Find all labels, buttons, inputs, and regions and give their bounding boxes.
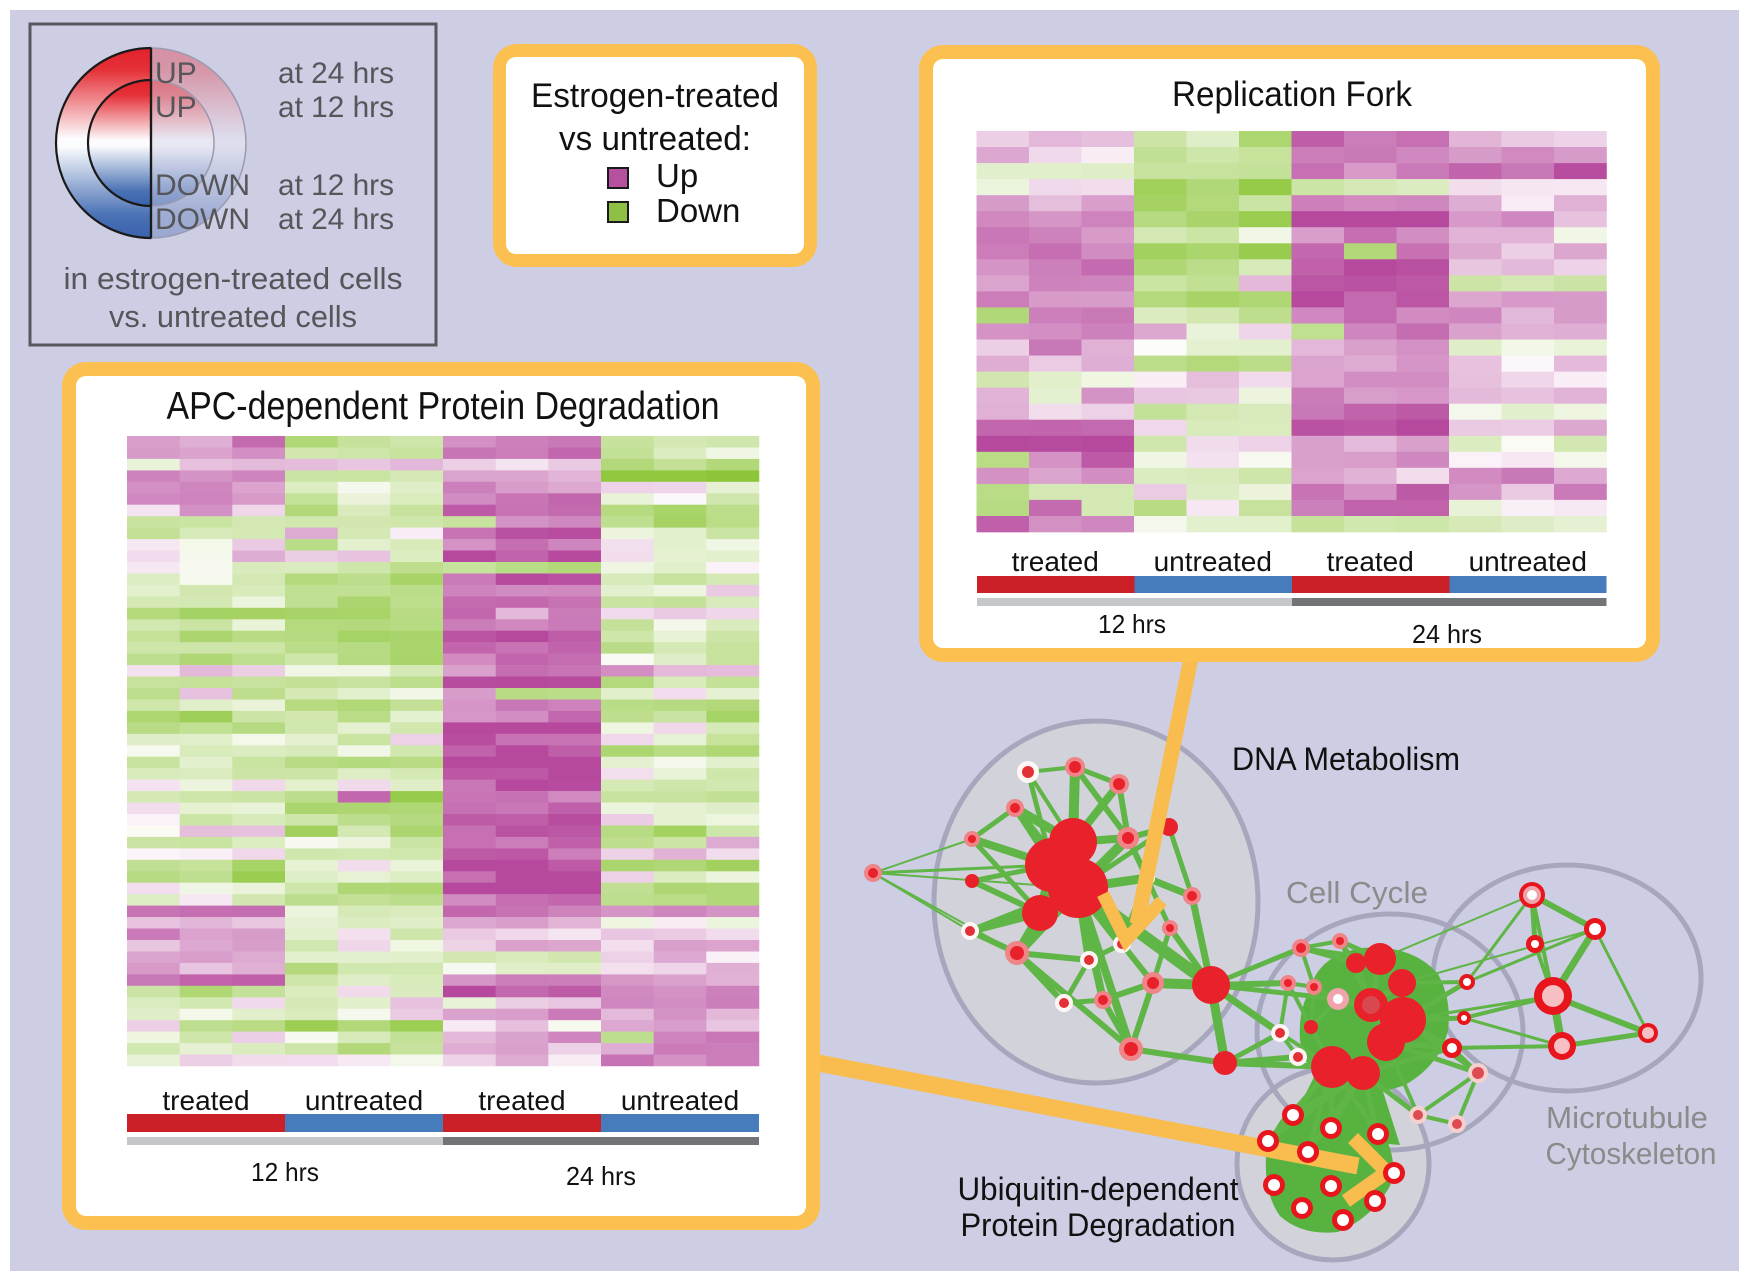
svg-text:DNA Metabolism: DNA Metabolism [1232, 741, 1460, 777]
svg-text:treated: treated [478, 1085, 565, 1116]
svg-text:UP: UP [155, 91, 197, 124]
svg-text:Microtubule: Microtubule [1546, 1100, 1708, 1135]
svg-text:24 hrs: 24 hrs [1412, 619, 1482, 649]
svg-text:APC-dependent Protein Degradat: APC-dependent Protein Degradation [167, 385, 720, 428]
svg-text:in estrogen-treated cells: in estrogen-treated cells [64, 261, 403, 296]
svg-text:untreated: untreated [1154, 546, 1272, 577]
svg-text:UP: UP [155, 57, 197, 90]
svg-text:at 12 hrs: at 12 hrs [278, 91, 394, 124]
svg-text:vs untreated:: vs untreated: [559, 120, 751, 158]
svg-text:Up: Up [656, 157, 698, 194]
svg-text:at 12 hrs: at 12 hrs [278, 169, 394, 202]
svg-text:DOWN: DOWN [155, 169, 250, 202]
svg-text:Cytoskeleton: Cytoskeleton [1546, 1136, 1717, 1171]
svg-text:24 hrs: 24 hrs [566, 1161, 636, 1191]
svg-text:treated: treated [162, 1085, 249, 1116]
svg-text:Down: Down [656, 192, 740, 229]
svg-text:treated: treated [1327, 546, 1414, 577]
svg-text:Replication Fork: Replication Fork [1172, 75, 1412, 114]
svg-text:Estrogen-treated: Estrogen-treated [531, 77, 779, 115]
svg-text:untreated: untreated [1469, 546, 1587, 577]
svg-text:at 24 hrs: at 24 hrs [278, 203, 394, 236]
svg-text:DOWN: DOWN [155, 203, 250, 236]
svg-text:Protein Degradation: Protein Degradation [961, 1207, 1236, 1243]
svg-text:at 24 hrs: at 24 hrs [278, 57, 394, 90]
svg-text:12 hrs: 12 hrs [251, 1157, 319, 1187]
svg-text:treated: treated [1012, 546, 1099, 577]
svg-text:Cell Cycle: Cell Cycle [1286, 875, 1428, 910]
svg-text:untreated: untreated [305, 1085, 423, 1116]
svg-text:untreated: untreated [621, 1085, 739, 1116]
svg-text:vs. untreated cells: vs. untreated cells [109, 299, 357, 334]
svg-text:12 hrs: 12 hrs [1098, 609, 1166, 639]
svg-text:Ubiquitin-dependent: Ubiquitin-dependent [958, 1171, 1239, 1207]
